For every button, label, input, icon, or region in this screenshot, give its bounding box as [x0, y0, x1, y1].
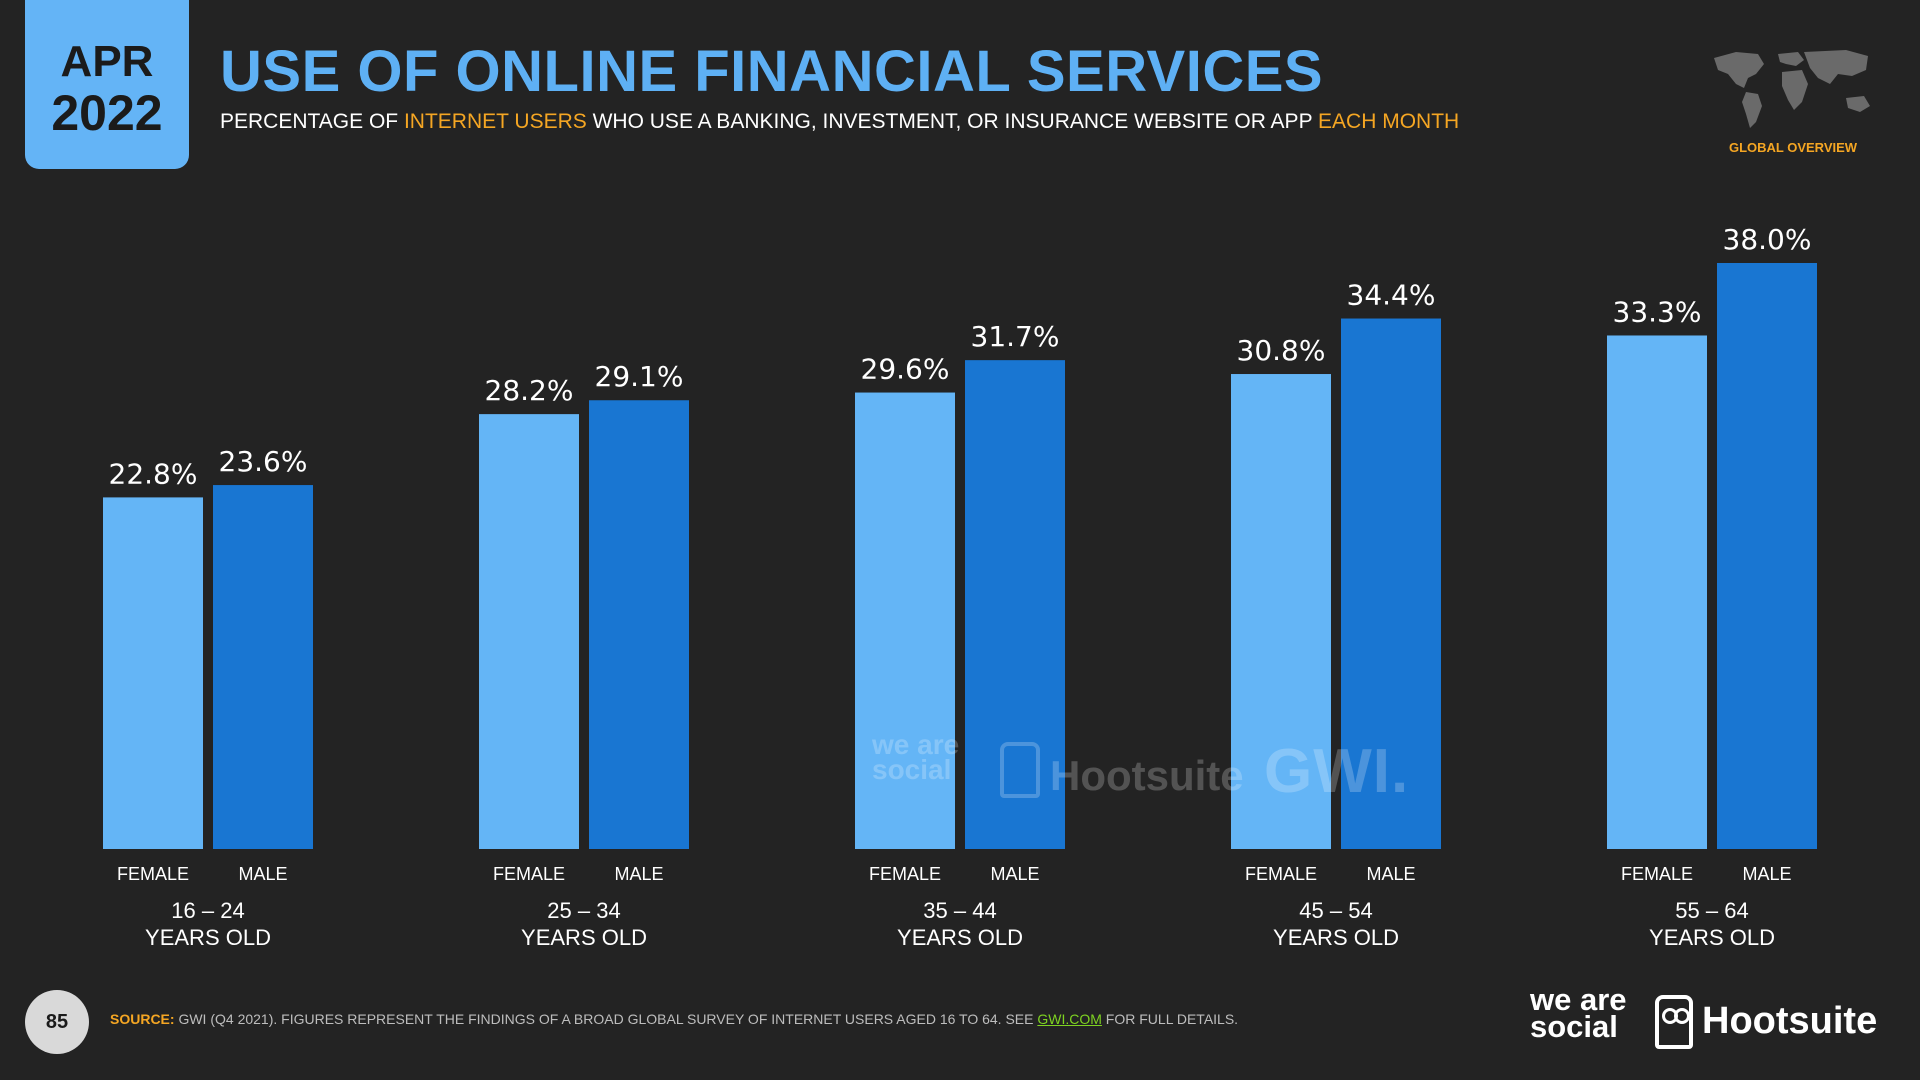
bar-female-3 [855, 392, 955, 849]
category-label-2: 25 – 34 [547, 898, 620, 923]
bar-male-4 [1341, 318, 1441, 850]
series-label-male-2: MALE [614, 864, 663, 884]
watermark-hootsuite: Hootsuite [1050, 752, 1244, 799]
source-note: SOURCE: GWI (Q4 2021). FIGURES REPRESENT… [110, 1011, 1238, 1027]
source-link[interactable]: GWI.COM [1037, 1011, 1102, 1027]
source-text: GWI (Q4 2021). FIGURES REPRESENT THE FIN… [174, 1011, 1038, 1027]
series-label-male-5: MALE [1742, 864, 1791, 884]
watermark: we are social Hootsuite GWI. [872, 730, 1432, 820]
global-overview-label: GLOBAL OVERVIEW [1728, 140, 1858, 155]
series-label-female-1: FEMALE [117, 864, 189, 884]
bar-female-2 [479, 414, 579, 849]
date-badge: APR 2022 [25, 0, 189, 169]
series-label-female-5: FEMALE [1621, 864, 1693, 884]
badge-month: APR [60, 36, 154, 86]
value-label-male-1: 23.6% [219, 445, 308, 478]
series-label-female-4: FEMALE [1245, 864, 1317, 884]
series-label-male-3: MALE [990, 864, 1039, 884]
series-label-female-3: FEMALE [869, 864, 941, 884]
category-label-5: 55 – 64 [1675, 898, 1748, 923]
bar-female-5 [1607, 335, 1707, 849]
page-number: 85 [25, 990, 89, 1054]
category-suffix-2: YEARS OLD [521, 925, 647, 950]
series-label-female-2: FEMALE [493, 864, 565, 884]
category-suffix-4: YEARS OLD [1273, 925, 1399, 950]
category-suffix-5: YEARS OLD [1649, 925, 1775, 950]
brand-hootsuite-logo: Hootsuite [1702, 1000, 1878, 1042]
value-label-male-4: 34.4% [1347, 279, 1436, 312]
page-title: USE OF ONLINE FINANCIAL SERVICES [220, 39, 1324, 104]
bar-female-4 [1231, 374, 1331, 849]
value-label-female-3: 29.6% [861, 353, 950, 386]
category-label-3: 35 – 44 [923, 898, 996, 923]
category-suffix-1: YEARS OLD [145, 925, 271, 950]
subtitle-highlight-2: EACH MONTH [1318, 110, 1460, 133]
bar-male-1 [213, 485, 313, 849]
category-label-4: 45 – 54 [1299, 898, 1372, 923]
bar-male-5 [1717, 263, 1817, 849]
value-label-male-2: 29.1% [595, 360, 684, 393]
bar-male-2 [589, 400, 689, 849]
bar-female-1 [103, 497, 203, 849]
badge-year: 2022 [51, 84, 163, 141]
subtitle-highlight-1: INTERNET USERS [403, 110, 587, 133]
value-label-male-3: 31.7% [971, 320, 1060, 353]
value-label-female-4: 30.8% [1237, 334, 1326, 367]
watermark-we-are-social: we are social [872, 729, 960, 786]
series-label-male-1: MALE [238, 864, 287, 884]
category-label-1: 16 – 24 [171, 898, 244, 923]
hootsuite-owl-icon [1655, 995, 1693, 1049]
page-subtitle: PERCENTAGE OF INTERNET USERS WHO USE A B… [220, 110, 1459, 134]
watermark-gwi: GWI. [1264, 737, 1410, 806]
subtitle-text-1: PERCENTAGE OF [220, 110, 404, 133]
value-label-female-5: 33.3% [1613, 295, 1702, 328]
bar-male-3 [965, 360, 1065, 849]
source-tail: FOR FULL DETAILS. [1101, 1011, 1239, 1027]
brand-we-are-social-logo: we are social [1530, 982, 1627, 1045]
source-label: SOURCE: [110, 1011, 175, 1027]
world-map-icon [1714, 50, 1870, 128]
series-label-male-4: MALE [1366, 864, 1415, 884]
category-suffix-3: YEARS OLD [897, 925, 1023, 950]
value-label-female-1: 22.8% [109, 457, 198, 490]
subtitle-text-2: WHO USE A BANKING, INVESTMENT, OR INSURA… [586, 110, 1319, 133]
watermark-owl-icon [1000, 742, 1040, 798]
value-label-female-2: 28.2% [485, 374, 574, 407]
value-label-male-5: 38.0% [1723, 223, 1812, 256]
